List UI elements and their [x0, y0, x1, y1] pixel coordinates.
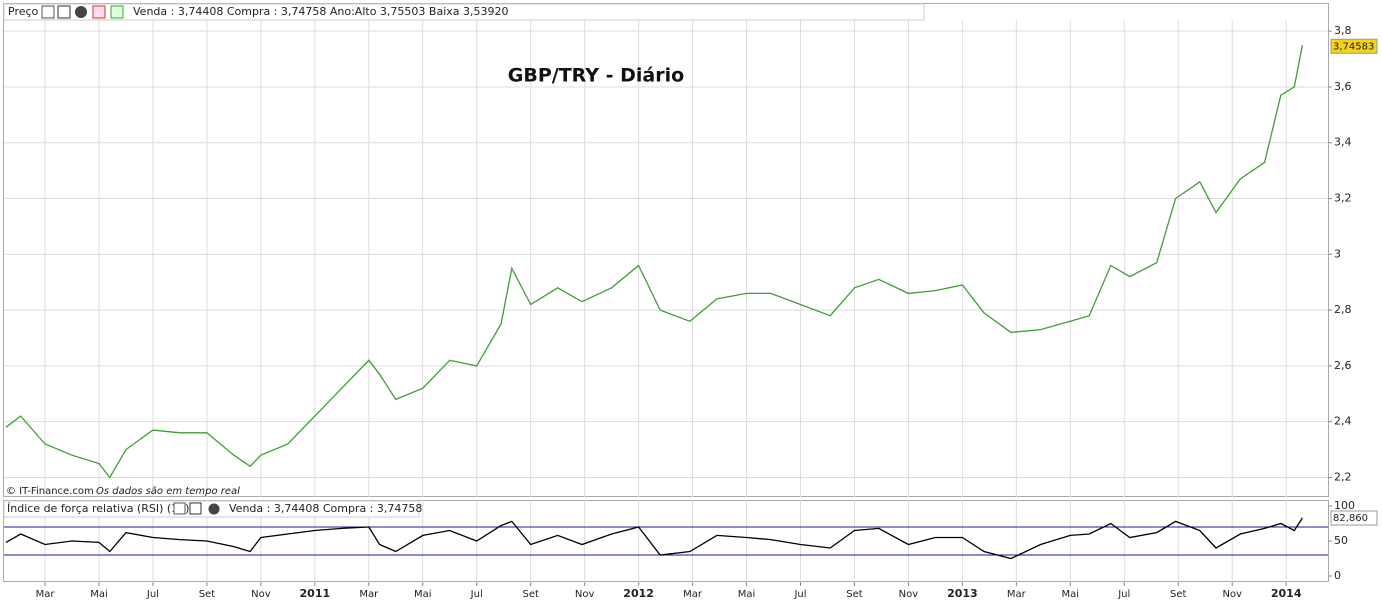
x-tick-label: Jul: [146, 589, 159, 600]
settings-icon[interactable]: [41, 5, 55, 19]
footer-note: Os dados são em tempo real: [96, 486, 240, 497]
y-tick-label: 2,4: [1334, 415, 1352, 428]
x-tick-label: Jul: [793, 589, 806, 600]
current-value-box: [1330, 510, 1378, 526]
window-icon[interactable]: [189, 502, 202, 515]
price-line: [5, 44, 1304, 479]
up-icon[interactable]: [110, 5, 124, 19]
x-tick-label: Mai: [1062, 589, 1080, 600]
toolbar-icons[interactable]: [41, 5, 124, 19]
x-tick-label: Nov: [575, 589, 595, 600]
x-tick-label: Mar: [683, 589, 703, 600]
window-icon[interactable]: [57, 5, 71, 19]
y-tick-label: 2,8: [1334, 303, 1352, 316]
rsi-title: Índice de força relativa (RSI) (14): [7, 502, 189, 515]
x-tick-label: Set: [846, 589, 863, 600]
x-tick-label: Nov: [899, 589, 919, 600]
marks-layer: [4, 44, 1328, 560]
x-tick-label: Mai: [738, 589, 756, 600]
panel-label: Preço: [8, 5, 39, 18]
copyright: © IT-Finance.com: [6, 486, 94, 497]
quote: Venda : 3,74408 Compra : 3,74758 Ano:Alt…: [133, 5, 509, 18]
y-tick-label: 50: [1334, 534, 1348, 547]
chart-title: GBP/TRY - Diário: [508, 65, 684, 87]
x-tick-label: Mar: [359, 589, 379, 600]
grid-layer: [4, 20, 1328, 582]
x-tick-label: Mai: [90, 589, 108, 600]
x-tick-label: Nov: [251, 589, 271, 600]
x-tick-label: Mar: [1007, 589, 1027, 600]
x-tick-label: 2012: [623, 587, 654, 600]
close-icon[interactable]: [75, 6, 87, 18]
current-value-label: 82,860: [1333, 513, 1368, 524]
x-tick-label: Mar: [36, 589, 56, 600]
x-tick-label: Mai: [414, 589, 432, 600]
y-tick-label: 3,8: [1334, 24, 1352, 37]
y-tick-label: 3: [1334, 247, 1341, 260]
y-tick-label: 100: [1334, 499, 1355, 512]
x-tick-label: 2014: [1271, 587, 1302, 600]
x-tick-label: Set: [522, 589, 539, 600]
x-tick-label: Nov: [1222, 589, 1242, 600]
y-tick-label: 2,2: [1334, 470, 1352, 483]
current-value-box: [1330, 38, 1378, 54]
x-tick-label: Set: [199, 589, 216, 600]
x-tick-label: Set: [1170, 589, 1187, 600]
x-tick-label: 2011: [300, 587, 331, 600]
header-bar: [3, 3, 925, 21]
x-tick-label: Jul: [470, 589, 483, 600]
y-tick-label: 3,4: [1334, 136, 1352, 149]
current-value-label: 3,74583: [1333, 41, 1374, 52]
y-tick-label: 0: [1334, 569, 1341, 582]
x-tick-label: Jul: [1117, 589, 1130, 600]
close-icon[interactable]: [208, 503, 220, 515]
settings-icon[interactable]: [173, 502, 186, 515]
rsi-toolbar-icons[interactable]: [173, 502, 220, 515]
down-icon[interactable]: [92, 5, 106, 19]
price-line: [5, 517, 1303, 560]
y-tick-label: 2,6: [1334, 359, 1352, 372]
x-tick-label: 2013: [947, 587, 978, 600]
y-tick-label: 3,2: [1334, 192, 1352, 205]
rsi-quote: Venda : 3,74408 Compra : 3,74758: [229, 502, 422, 515]
y-tick-label: 3,6: [1334, 80, 1352, 93]
